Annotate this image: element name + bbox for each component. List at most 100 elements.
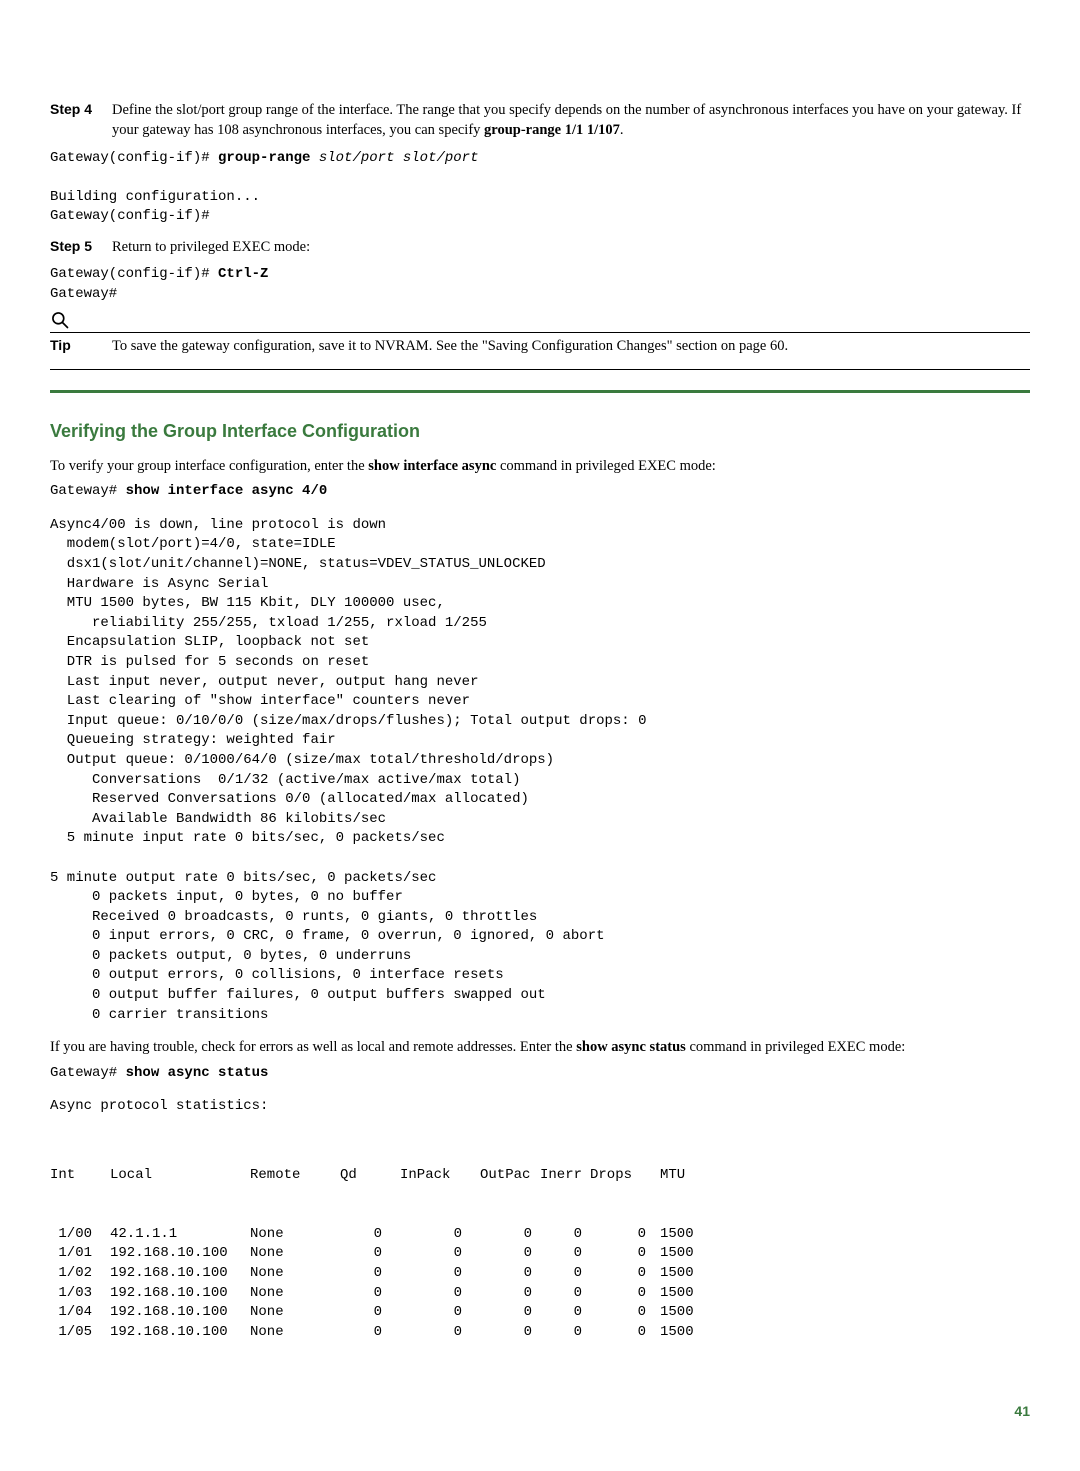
stats-cell: 0 [540, 1284, 590, 1304]
code-block-3: Gateway# show interface async 4/0 [50, 482, 1030, 502]
stats-cell: 0 [400, 1284, 480, 1304]
stats-cell: 192.168.10.100 [110, 1303, 250, 1323]
hdr-qd: Qd [340, 1166, 400, 1186]
stats-header-row: Int Local Remote Qd InPack OutPac Inerr … [50, 1166, 1030, 1186]
verify-paragraph: To verify your group interface configura… [50, 456, 1030, 476]
stats-cell: 1/05 [50, 1323, 110, 1343]
stats-row: 1/03192.168.10.100None000001500 [50, 1284, 1030, 1304]
stats-cell: 0 [540, 1303, 590, 1323]
stats-cell: None [250, 1303, 340, 1323]
stats-cell: 192.168.10.100 [110, 1244, 250, 1264]
code1-l3: Building configuration... [50, 189, 260, 205]
magnifying-glass-icon [50, 310, 70, 330]
stats-table: Int Local Remote Qd InPack OutPac Inerr … [50, 1127, 1030, 1362]
code-block-2: Gateway(config-if)# Ctrl-Z Gateway# [50, 265, 1030, 304]
trouble-post: command in privileged EXEC mode: [686, 1039, 905, 1055]
stats-cell: 1500 [660, 1244, 720, 1264]
stats-cell: 42.1.1.1 [110, 1225, 250, 1245]
code-block-1: Gateway(config-if)# group-range slot/por… [50, 149, 1030, 227]
stats-cell: 1/04 [50, 1303, 110, 1323]
code1-l1-italic: slot/port slot/port [310, 150, 478, 166]
stats-cell: 1/03 [50, 1284, 110, 1304]
stats-cell: 0 [540, 1244, 590, 1264]
tip-block: Tip To save the gateway configuration, s… [50, 310, 1030, 369]
stats-row: 1/02192.168.10.100None000001500 [50, 1264, 1030, 1284]
stats-cell: 1500 [660, 1303, 720, 1323]
stats-row: 1/0042.1.1.1None000001500 [50, 1225, 1030, 1245]
stats-cell: 0 [400, 1244, 480, 1264]
stats-cell: 0 [590, 1303, 660, 1323]
stats-cell: 0 [400, 1303, 480, 1323]
stats-cell: 0 [590, 1244, 660, 1264]
stats-cell: 0 [540, 1225, 590, 1245]
code2-l1-prefix: Gateway(config-if)# [50, 266, 218, 282]
async-output: Async4/00 is down, line protocol is down… [50, 516, 1030, 1025]
stats-cell: 0 [480, 1303, 540, 1323]
code4-bold: show async status [126, 1065, 269, 1081]
stats-cell: 1/00 [50, 1225, 110, 1245]
stats-cell: 0 [590, 1323, 660, 1343]
stats-cell: 0 [340, 1264, 400, 1284]
trouble-paragraph: If you are having trouble, check for err… [50, 1037, 1030, 1057]
code3-bold: show interface async 4/0 [126, 483, 328, 499]
step-5-block: Step 5 Return to privileged EXEC mode: [50, 237, 1030, 257]
stats-cell: None [250, 1284, 340, 1304]
stats-cell: 0 [540, 1323, 590, 1343]
code2-l2: Gateway# [50, 286, 117, 302]
stats-cell: 192.168.10.100 [110, 1264, 250, 1284]
stats-cell: 1500 [660, 1284, 720, 1304]
hdr-mtu: MTU [660, 1166, 720, 1186]
stats-row: 1/04192.168.10.100None000001500 [50, 1303, 1030, 1323]
stats-cell: 0 [590, 1264, 660, 1284]
stats-cell: 0 [480, 1284, 540, 1304]
page-number: 41 [50, 1402, 1030, 1422]
step-5-label: Step 5 [50, 237, 112, 257]
step-4-text-post: . [620, 122, 624, 138]
stats-cell: 0 [480, 1225, 540, 1245]
hdr-inerr: Inerr [540, 1166, 590, 1186]
hdr-inpack: InPack [400, 1166, 480, 1186]
trouble-bold: show async status [576, 1039, 686, 1055]
stats-cell: None [250, 1225, 340, 1245]
stats-cell: 1500 [660, 1264, 720, 1284]
hdr-remote: Remote [250, 1166, 340, 1186]
stats-cell: 0 [480, 1244, 540, 1264]
stats-cell: 0 [340, 1284, 400, 1304]
step-4-label: Step 4 [50, 100, 112, 120]
stats-cell: 0 [400, 1264, 480, 1284]
stats-cell: 0 [480, 1264, 540, 1284]
code1-l4: Gateway(config-if)# [50, 208, 210, 224]
code2-l1-bold: Ctrl-Z [218, 266, 268, 282]
stats-cell: 0 [480, 1323, 540, 1343]
stats-cell: 0 [400, 1225, 480, 1245]
stats-cell: 0 [400, 1323, 480, 1343]
stats-cell: 0 [340, 1303, 400, 1323]
hdr-outpac: OutPac [480, 1166, 540, 1186]
stats-cell: 1/01 [50, 1244, 110, 1264]
stats-heading: Async protocol statistics: [50, 1097, 1030, 1117]
code4-prefix: Gateway# [50, 1065, 126, 1081]
stats-cell: 0 [340, 1323, 400, 1343]
code1-l1-prefix: Gateway(config-if)# [50, 150, 218, 166]
verify-bold: show interface async [368, 458, 496, 474]
hdr-drops: Drops [590, 1166, 660, 1186]
hdr-local: Local [110, 1166, 250, 1186]
stats-cell: None [250, 1264, 340, 1284]
code3-prefix: Gateway# [50, 483, 126, 499]
section-heading: Verifying the Group Interface Configurat… [50, 419, 1030, 444]
verify-pre: To verify your group interface configura… [50, 458, 368, 474]
stats-cell: None [250, 1244, 340, 1264]
stats-cell: 1500 [660, 1323, 720, 1343]
step-5-text: Return to privileged EXEC mode: [112, 237, 1030, 257]
step-4-block: Step 4 Define the slot/port group range … [50, 100, 1030, 141]
stats-cell: 0 [590, 1225, 660, 1245]
stats-cell: 192.168.10.100 [110, 1284, 250, 1304]
tip-label: Tip [50, 336, 112, 356]
section-divider [50, 390, 1030, 393]
stats-cell: 192.168.10.100 [110, 1323, 250, 1343]
stats-cell: 1500 [660, 1225, 720, 1245]
code1-l1-bold: group-range [218, 150, 310, 166]
stats-cell: 1/02 [50, 1264, 110, 1284]
stats-row: 1/05192.168.10.100None000001500 [50, 1323, 1030, 1343]
stats-row: 1/01192.168.10.100None000001500 [50, 1244, 1030, 1264]
